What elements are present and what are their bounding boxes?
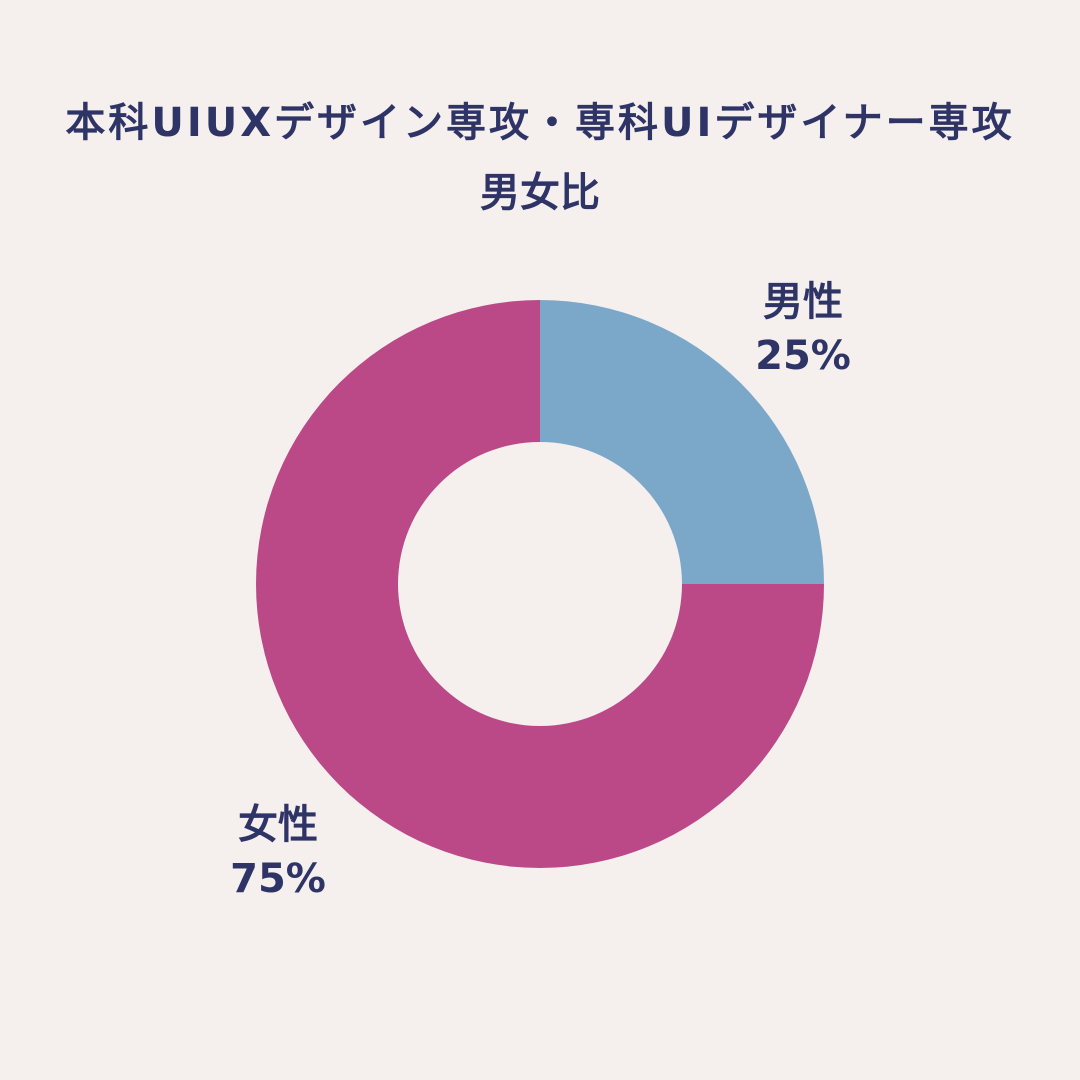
slice-male: [540, 300, 824, 584]
slice-label-female: 女性: [238, 802, 318, 848]
chart-title: 本科UIUXデザイン専攻・専科UIデザイナー専攻: [65, 100, 1015, 146]
chart-subtitle: 男女比: [480, 170, 600, 216]
slice-value-female: 75%: [230, 856, 326, 902]
slice-female: [256, 300, 824, 868]
slice-value-male: 25%: [755, 333, 851, 379]
slice-label-male: 男性: [763, 279, 843, 325]
